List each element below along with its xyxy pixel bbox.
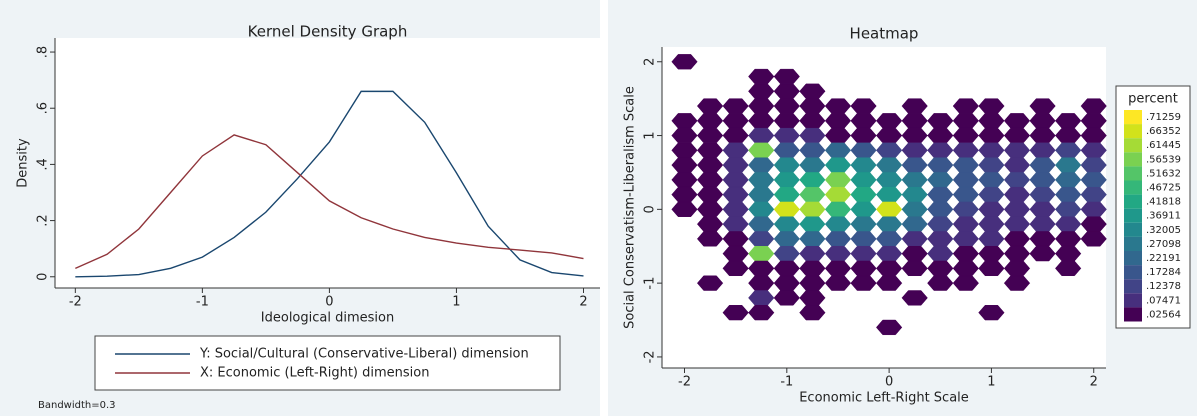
colorbar-swatch xyxy=(1124,194,1142,209)
hex-cell xyxy=(875,319,903,336)
colorbar-swatch xyxy=(1124,236,1142,251)
note: Bandwidth=0.3 xyxy=(38,400,116,411)
y-axis-label: Social Conservatism-Liberalism Scale xyxy=(623,86,638,329)
x-tick-label: 1 xyxy=(452,295,460,310)
y-tick-label: 1 xyxy=(643,131,658,139)
colorbar-swatch xyxy=(1124,208,1142,223)
colorbar-label: .36911 xyxy=(1146,211,1181,222)
hex-cell xyxy=(901,290,928,306)
colorbar-swatch xyxy=(1124,166,1142,181)
x-tick-label: -2 xyxy=(678,375,691,390)
chart-title: Kernel Density Graph xyxy=(248,23,408,41)
colorbar-swatch xyxy=(1124,265,1142,280)
y-tick-label: .4 xyxy=(36,158,51,170)
colorbar-swatch xyxy=(1124,293,1142,308)
colorbar-swatch xyxy=(1124,251,1142,266)
colorbar-label: .51632 xyxy=(1146,168,1181,179)
x-axis-label: Economic Left-Right Scale xyxy=(799,391,969,406)
x-tick-label: 2 xyxy=(579,295,587,310)
x-tick-label: 2 xyxy=(1090,375,1098,390)
plot-area xyxy=(55,38,600,288)
colorbar-label: .07471 xyxy=(1146,295,1181,306)
hex-cell xyxy=(875,275,903,291)
colorbar-label: .56539 xyxy=(1146,154,1181,165)
y-tick-label: -1 xyxy=(643,277,658,290)
colorbar-label: .71259 xyxy=(1146,112,1181,123)
y-tick-label: -2 xyxy=(643,350,658,363)
chart-title: Heatmap xyxy=(850,25,919,43)
hex-cell xyxy=(799,305,826,321)
colorbar-swatch xyxy=(1124,307,1142,322)
y-axis-label: Density xyxy=(16,138,31,188)
colorbar-label: .22191 xyxy=(1146,253,1181,264)
hex-cell xyxy=(952,275,979,291)
colorbar-swatch xyxy=(1124,110,1142,125)
legend-label: Y: Social/Cultural (Conservative-Liberal… xyxy=(199,347,529,362)
colorbar-label: .66352 xyxy=(1146,126,1181,137)
colorbar-swatch xyxy=(1124,152,1142,167)
x-tick-label: 0 xyxy=(885,375,893,390)
y-tick-label: .6 xyxy=(36,102,51,114)
y-tick-label: 2 xyxy=(643,58,658,66)
x-tick-label: 0 xyxy=(325,295,333,310)
colorbar-label: .17284 xyxy=(1146,267,1181,278)
density-line xyxy=(75,134,584,269)
colorbar-title: percent xyxy=(1128,92,1178,107)
y-tick-label: 0 xyxy=(36,273,51,281)
colorbar-label: .41818 xyxy=(1146,197,1181,208)
colorbar-swatch xyxy=(1124,180,1142,195)
colorbar-label: .02564 xyxy=(1146,309,1181,320)
x-tick-label: -2 xyxy=(69,295,82,310)
hex-cell xyxy=(978,305,1005,321)
y-tick-label: 0 xyxy=(643,205,658,213)
colorbar-label: .27098 xyxy=(1146,239,1181,250)
density-line xyxy=(75,90,584,278)
colorbar-label: .46725 xyxy=(1146,183,1181,194)
colorbar-label: .12378 xyxy=(1146,281,1181,292)
legend-label: X: Economic (Left-Right) dimension xyxy=(200,366,429,381)
y-tick-label: .2 xyxy=(36,214,51,226)
colorbar-swatch xyxy=(1124,124,1142,139)
y-tick-label: .8 xyxy=(36,46,51,58)
hex-cell xyxy=(748,305,775,321)
x-tick-label: 1 xyxy=(987,375,995,390)
legend-box xyxy=(94,335,561,391)
hex-cell xyxy=(671,54,698,70)
colorbar-swatch xyxy=(1124,138,1142,153)
hex-cell xyxy=(1080,231,1107,247)
colorbar-label: .61445 xyxy=(1146,140,1181,151)
colorbar-swatch xyxy=(1124,279,1142,294)
hex-cell xyxy=(1055,260,1082,277)
colorbar-swatch xyxy=(1124,222,1142,237)
hex-cell xyxy=(1003,275,1031,291)
x-tick-label: -1 xyxy=(780,375,793,390)
x-tick-label: -1 xyxy=(196,295,209,310)
colorbar-label: .32005 xyxy=(1146,225,1181,236)
x-axis-label: Ideological dimesion xyxy=(261,311,394,326)
hex-cell xyxy=(696,275,724,291)
